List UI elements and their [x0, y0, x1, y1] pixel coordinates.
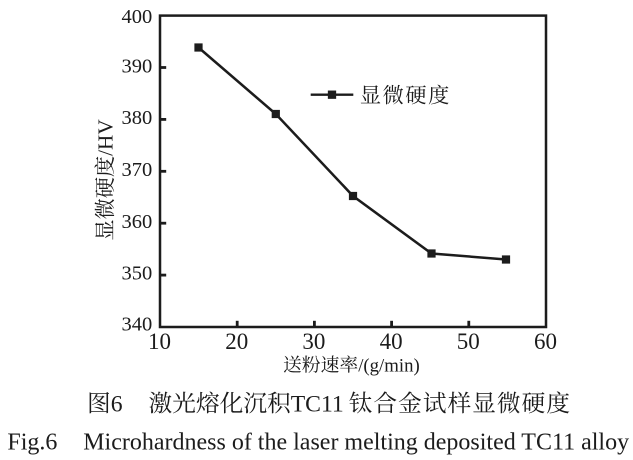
svg-text:20: 20 — [225, 329, 248, 354]
svg-text:Microhardness of the laser mel: Microhardness of the laser melting depos… — [83, 430, 629, 456]
svg-text:/HV: /HV — [93, 119, 117, 156]
svg-text:10: 10 — [148, 329, 171, 354]
svg-text:6: 6 — [111, 392, 123, 418]
svg-text:390: 390 — [121, 55, 152, 77]
svg-text:40: 40 — [380, 329, 403, 354]
svg-text:350: 350 — [121, 262, 152, 284]
svg-text:60: 60 — [534, 329, 557, 354]
svg-text:360: 360 — [121, 211, 152, 233]
svg-text:Fig.6: Fig.6 — [7, 430, 57, 456]
svg-text:50: 50 — [457, 329, 480, 354]
svg-text:380: 380 — [121, 107, 152, 129]
svg-text:30: 30 — [302, 329, 325, 354]
svg-text:340: 340 — [121, 313, 152, 335]
svg-text:370: 370 — [121, 159, 152, 181]
svg-text:TC11: TC11 — [291, 392, 344, 418]
svg-text:400: 400 — [121, 6, 152, 28]
svg-text:/(g/min): /(g/min) — [358, 355, 420, 376]
